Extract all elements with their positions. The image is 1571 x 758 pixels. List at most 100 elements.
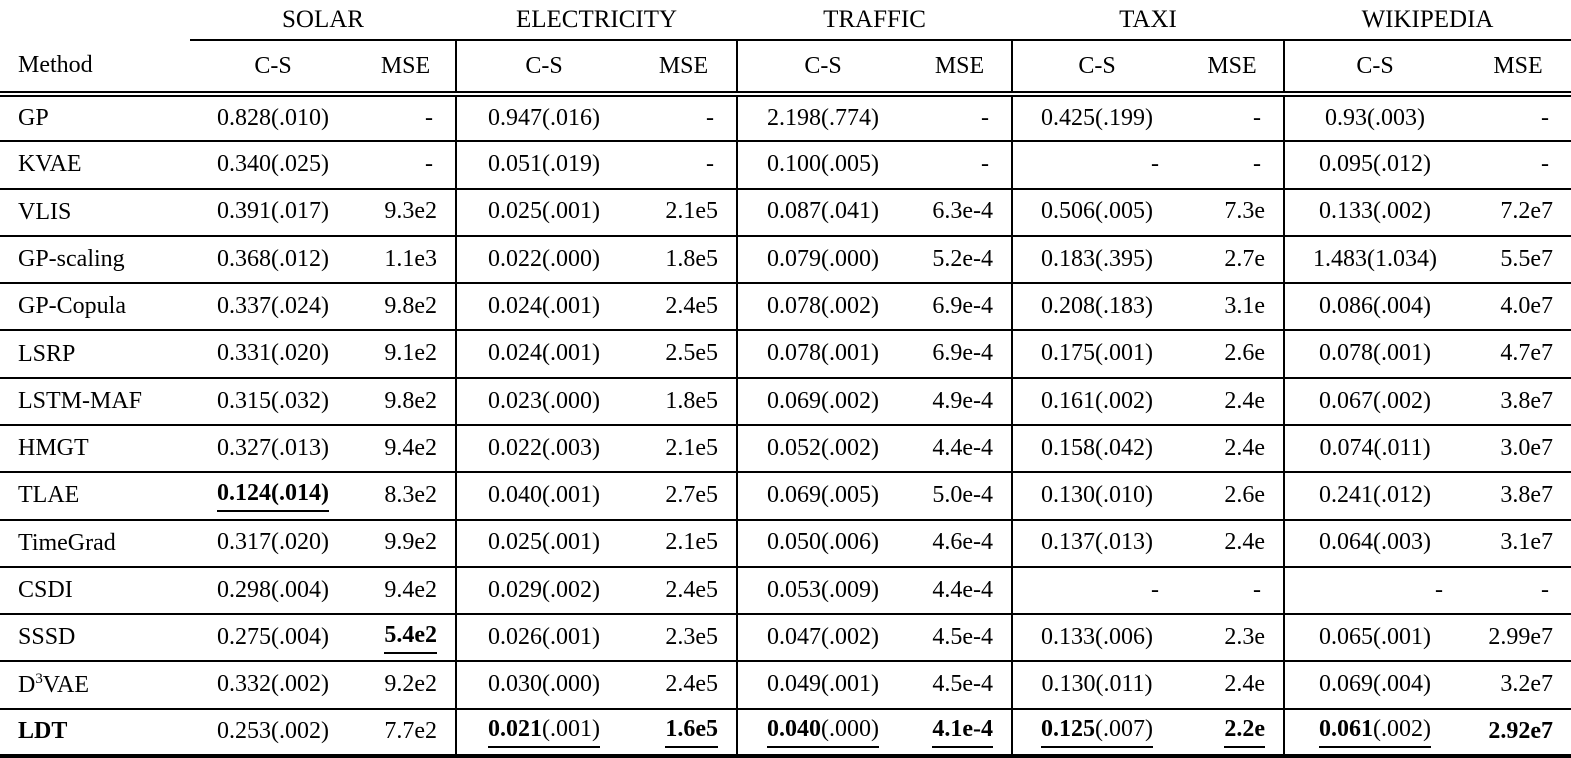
table-row: D3VAE 0.332(.002) 9.2e2 0.030(.000) 2.4e5 0.0…	[0, 660, 1571, 709]
cs-value-cell: 0.086(.004)	[1283, 282, 1466, 331]
mse-value-cell: 9.4e2	[356, 423, 456, 473]
cs-value-cell: 0.133(.006)	[1011, 613, 1181, 662]
mse-value-cell: 2.5e5	[631, 329, 737, 378]
cs-value-cell: 0.137(.013)	[1011, 518, 1181, 567]
group-header-electricity: ELECTRICITY	[456, 0, 737, 41]
cs-value-cell: 0.064(.003)	[1283, 518, 1466, 567]
method-cell: VLIS	[0, 187, 190, 236]
cs-value-cell: 0.029(.002)	[455, 565, 631, 615]
mse-value-cell: 1.1e3	[356, 234, 456, 284]
mse-value-cell: 2.4e	[1181, 423, 1285, 473]
cs-value-cell: 1.483(1.034)	[1283, 234, 1466, 284]
mse-value-cell: 2.3e	[1181, 613, 1285, 662]
cs-value-cell: 0.079(.000)	[736, 234, 908, 284]
corner-cell	[0, 0, 190, 40]
cs-value-cell: 0.050(.006)	[736, 518, 908, 567]
mse-value-cell: 2.7e5	[631, 471, 737, 520]
mse-value-cell: 9.9e2	[356, 518, 456, 567]
mse-value-cell: 4.5e-4	[908, 613, 1012, 662]
mse-value-cell: -	[356, 92, 456, 142]
cs-value-cell: 0.100(.005)	[736, 140, 908, 189]
mse-value-cell: 4.0e7	[1465, 282, 1571, 331]
cs-value-cell: 0.074(.011)	[1283, 423, 1466, 473]
method-cell: TLAE	[0, 471, 190, 520]
cs-value-cell: 0.183(.395)	[1011, 234, 1181, 284]
mse-value-cell: 2.3e5	[631, 613, 737, 662]
mse-value-cell: -	[908, 140, 1012, 189]
cs-value-cell: 0.327(.013)	[190, 423, 356, 473]
mse-value-cell: 2.1e5	[631, 423, 737, 473]
mse-header: MSE	[1465, 40, 1571, 97]
cs-value-cell: 0.208(.183)	[1011, 282, 1181, 331]
cs-value-cell: 0.024(.001)	[455, 282, 631, 331]
cs-value-cell: 0.078(.001)	[1283, 329, 1466, 378]
cs-value-cell: 0.052(.002)	[736, 423, 908, 473]
mse-value-cell: 5.0e-4	[908, 471, 1012, 520]
table-row: VLIS 0.391(.017) 9.3e2 0.025(.001) 2.1e5 0.08…	[0, 187, 1571, 236]
cs-value-cell: 0.93(.003)	[1283, 92, 1466, 142]
method-cell: GP-scaling	[0, 234, 190, 284]
cs-value-cell: 0.317(.020)	[190, 518, 356, 567]
cs-value-cell: 0.133(.002)	[1283, 187, 1466, 236]
cs-value-cell: 0.051(.019)	[455, 140, 631, 189]
table-row: SSSD 0.275(.004) 5.4e2 0.026(.001) 2.3e5 0.04…	[0, 613, 1571, 662]
cs-header: C-S	[455, 40, 631, 97]
metric-header-row: Method C-S MSE C-S MSE C-S MSE C-S MSE C…	[0, 40, 1571, 97]
table-row: KVAE 0.340(.025) -0.051(.019) -0.100(.005) -…	[0, 140, 1571, 189]
mse-value-cell: -	[1181, 140, 1285, 189]
mse-value-cell: 6.9e-4	[908, 282, 1012, 331]
mse-value-cell: 3.8e7	[1465, 376, 1571, 425]
mse-header: MSE	[631, 40, 737, 97]
cs-value-cell: 0.947(.016)	[455, 92, 631, 142]
mse-header: MSE	[908, 40, 1012, 97]
group-header-traffic: TRAFFIC	[737, 0, 1012, 41]
mse-value-cell: 9.1e2	[356, 329, 456, 378]
mse-value-cell: 6.9e-4	[908, 329, 1012, 378]
cs-value-cell: 0.158(.042)	[1011, 423, 1181, 473]
table-row: LSTM-MAF 0.315(.032) 9.8e2 0.023(.000) 1.8e5…	[0, 376, 1571, 425]
mse-value-cell: 4.4e-4	[908, 565, 1012, 615]
cs-value-cell: 0.023(.000)	[455, 376, 631, 425]
mse-value-cell: 9.3e2	[356, 187, 456, 236]
cs-value-cell: 0.026(.001)	[455, 613, 631, 662]
cs-value-cell: 0.175(.001)	[1011, 329, 1181, 378]
table-row: CSDI 0.298(.004) 9.4e2 0.029(.002) 2.4e5 0.05…	[0, 565, 1571, 615]
table-row: GP-scaling 0.368(.012) 1.1e3 0.022(.000) 1.8…	[0, 234, 1571, 284]
cs-value-cell: 0.253(.002)	[190, 707, 356, 758]
mse-value-cell: 4.9e-4	[908, 376, 1012, 425]
mse-value-cell: 4.4e-4	[908, 423, 1012, 473]
mse-value-cell: -	[1181, 92, 1285, 142]
cs-value-cell: 0.125(.007)	[1011, 707, 1181, 758]
cs-header: C-S	[1283, 40, 1466, 97]
cs-value-cell: 0.095(.012)	[1283, 140, 1466, 189]
cs-value-cell: 0.332(.002)	[190, 660, 356, 709]
mse-value-cell: 2.2e	[1181, 707, 1285, 758]
cs-value-cell: 0.053(.009)	[736, 565, 908, 615]
cs-value-cell: -	[1011, 565, 1181, 615]
cs-value-cell: 0.021(.001)	[455, 707, 631, 758]
mse-value-cell: 5.2e-4	[908, 234, 1012, 284]
mse-value-cell: 4.5e-4	[908, 660, 1012, 709]
cs-value-cell: 0.130(.011)	[1011, 660, 1181, 709]
table-row: TLAE 0.124(.014) 8.3e2 0.040(.001) 2.7e5 0.06…	[0, 471, 1571, 520]
mse-value-cell: -	[908, 92, 1012, 142]
mse-value-cell: 4.7e7	[1465, 329, 1571, 378]
mse-value-cell: -	[631, 92, 737, 142]
group-header-wikipedia: WIKIPEDIA	[1284, 0, 1571, 41]
mse-value-cell: 2.4e5	[631, 282, 737, 331]
cs-value-cell: 0.340(.025)	[190, 140, 356, 189]
mse-value-cell: 2.6e	[1181, 329, 1285, 378]
cs-value-cell: 0.024(.001)	[455, 329, 631, 378]
cs-value-cell: 0.368(.012)	[190, 234, 356, 284]
table-body: GP 0.828(.010) -0.947(.016) -2.198(.774) -0.…	[0, 92, 1571, 758]
mse-value-cell: 9.2e2	[356, 660, 456, 709]
method-cell: D3VAE	[0, 660, 190, 709]
dataset-group-row: SOLAR ELECTRICITY TRAFFIC TAXI WIKIPEDIA	[0, 0, 1571, 41]
method-cell: LSTM-MAF	[0, 376, 190, 425]
method-cell: GP	[0, 92, 190, 142]
method-cell: LDT	[0, 707, 190, 758]
cs-value-cell: 0.025(.001)	[455, 187, 631, 236]
mse-value-cell: 2.92e7	[1465, 707, 1571, 758]
group-header-solar: SOLAR	[190, 0, 456, 41]
